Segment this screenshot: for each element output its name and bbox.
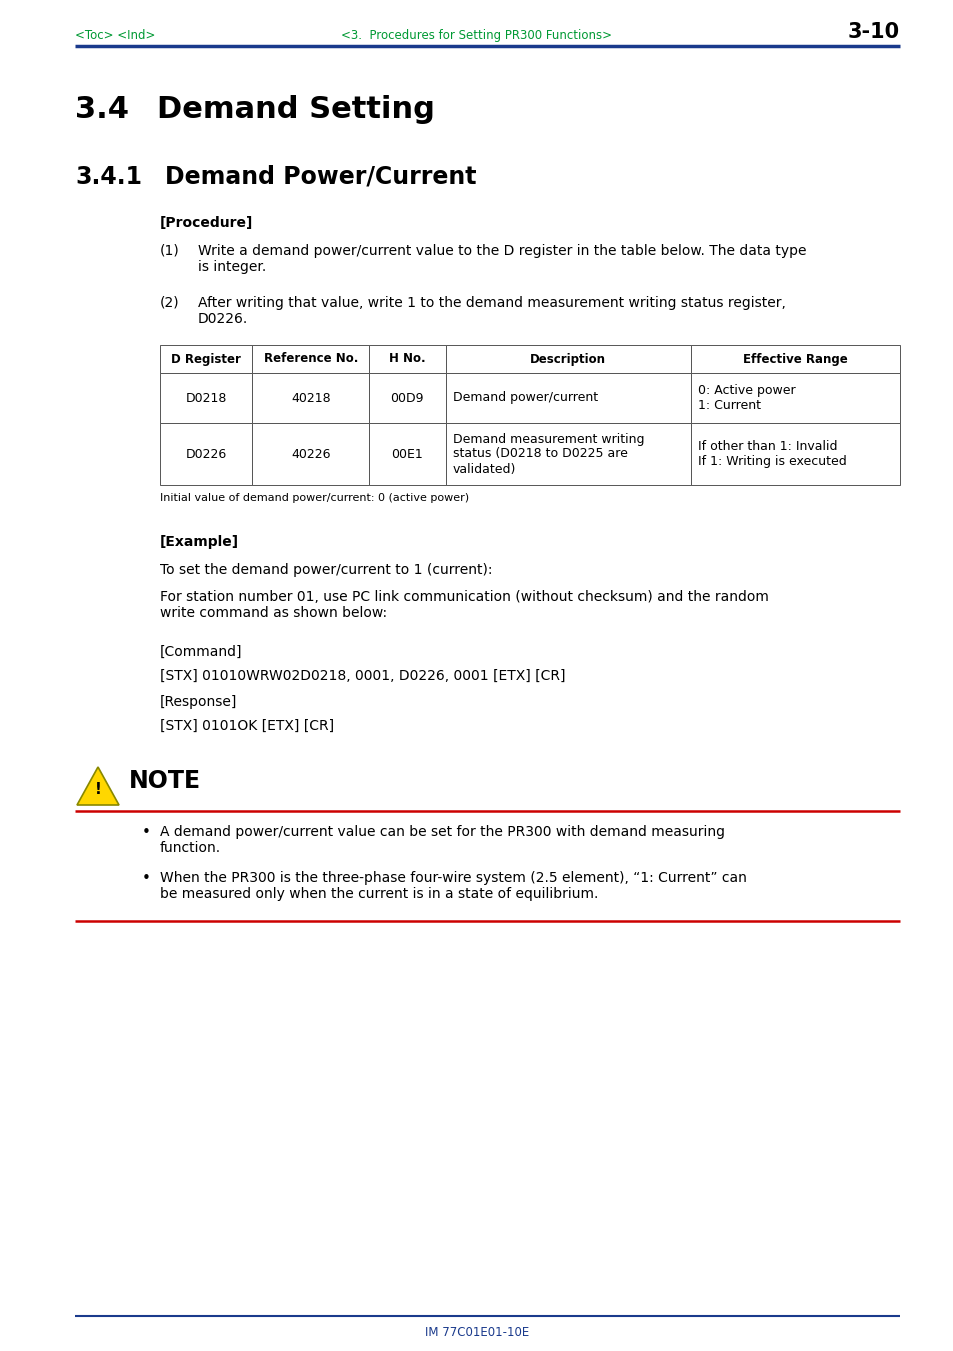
Bar <box>160 423 253 485</box>
Text: 40226: 40226 <box>291 447 331 461</box>
Text: <3.  Procedures for Setting PR300 Functions>: <3. Procedures for Setting PR300 Functio… <box>341 28 612 42</box>
Bar <box>369 423 445 485</box>
Text: 3.4.1: 3.4.1 <box>75 165 142 189</box>
Text: Initial value of demand power/current: 0 (active power): Initial value of demand power/current: 0… <box>160 493 469 503</box>
Text: [Command]: [Command] <box>160 644 242 659</box>
Text: [Procedure]: [Procedure] <box>160 216 253 230</box>
Bar <box>160 345 253 373</box>
Text: 3.4: 3.4 <box>75 95 129 124</box>
Text: For station number 01, use PC link communication (without checksum) and the rand: For station number 01, use PC link commu… <box>160 590 768 620</box>
Bar <box>253 373 369 423</box>
Text: To set the demand power/current to 1 (current):: To set the demand power/current to 1 (cu… <box>160 563 492 577</box>
Text: IM 77C01E01-10E: IM 77C01E01-10E <box>424 1325 529 1339</box>
Bar <box>445 345 690 373</box>
Text: Demand Power/Current: Demand Power/Current <box>165 165 476 189</box>
Text: A demand power/current value can be set for the PR300 with demand measuring
func: A demand power/current value can be set … <box>160 825 724 855</box>
Text: •: • <box>142 871 151 886</box>
Text: D Register: D Register <box>172 353 241 366</box>
Text: 00E1: 00E1 <box>391 447 423 461</box>
Bar <box>445 373 690 423</box>
Text: [Response]: [Response] <box>160 694 237 709</box>
Text: Effective Range: Effective Range <box>742 353 847 366</box>
Text: 3-10: 3-10 <box>847 22 899 42</box>
Bar <box>253 423 369 485</box>
Text: D0226: D0226 <box>186 447 227 461</box>
Text: !: ! <box>94 781 101 797</box>
Text: [Example]: [Example] <box>160 535 239 549</box>
Text: NOTE: NOTE <box>129 769 201 793</box>
Text: (1): (1) <box>160 245 179 258</box>
Text: (2): (2) <box>160 296 179 309</box>
Text: 00D9: 00D9 <box>390 392 424 404</box>
Text: •: • <box>142 825 151 840</box>
Text: [STX] 01010WRW02D0218, 0001, D0226, 0001 [ETX] [CR]: [STX] 01010WRW02D0218, 0001, D0226, 0001… <box>160 669 565 684</box>
Bar <box>690 423 899 485</box>
Text: <Toc> <Ind>: <Toc> <Ind> <box>75 28 155 42</box>
Text: After writing that value, write 1 to the demand measurement writing status regis: After writing that value, write 1 to the… <box>198 296 785 326</box>
Polygon shape <box>77 767 119 805</box>
Text: If other than 1: Invalid
If 1: Writing is executed: If other than 1: Invalid If 1: Writing i… <box>698 440 845 467</box>
Text: [STX] 0101OK [ETX] [CR]: [STX] 0101OK [ETX] [CR] <box>160 719 334 734</box>
Text: When the PR300 is the three-phase four-wire system (2.5 element), “1: Current” c: When the PR300 is the three-phase four-w… <box>160 871 746 901</box>
Text: Write a demand power/current value to the D register in the table below. The dat: Write a demand power/current value to th… <box>198 245 805 274</box>
Text: Reference No.: Reference No. <box>263 353 357 366</box>
Bar <box>160 373 253 423</box>
Text: H No.: H No. <box>389 353 425 366</box>
Bar <box>690 345 899 373</box>
Text: 0: Active power
1: Current: 0: Active power 1: Current <box>698 384 795 412</box>
Bar <box>253 345 369 373</box>
Bar <box>690 373 899 423</box>
Text: Description: Description <box>530 353 605 366</box>
Text: 40218: 40218 <box>291 392 331 404</box>
Text: D0218: D0218 <box>186 392 227 404</box>
Bar <box>445 423 690 485</box>
Text: Demand power/current: Demand power/current <box>452 392 597 404</box>
Bar <box>369 345 445 373</box>
Bar <box>369 373 445 423</box>
Text: Demand Setting: Demand Setting <box>157 95 435 124</box>
Text: Demand measurement writing
status (D0218 to D0225 are
validated): Demand measurement writing status (D0218… <box>452 432 643 476</box>
